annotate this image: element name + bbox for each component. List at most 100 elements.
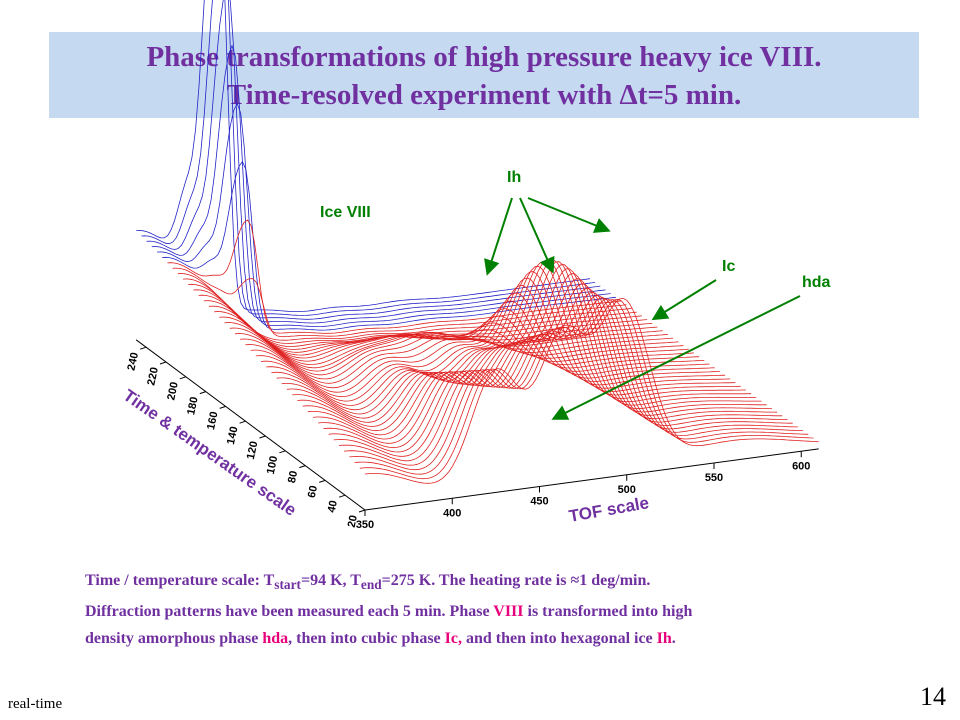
annotation-arrow bbox=[527, 197, 611, 233]
diffraction-trace bbox=[245, 308, 700, 384]
diffraction-trace bbox=[208, 305, 663, 359]
time-tick bbox=[299, 465, 306, 469]
tof-tick-label: 600 bbox=[792, 460, 810, 472]
diffraction-trace bbox=[266, 277, 720, 402]
diffraction-trace bbox=[302, 264, 757, 432]
diffraction-trace bbox=[328, 287, 783, 453]
phase-viii: VIII bbox=[493, 603, 524, 621]
time-tick bbox=[199, 391, 206, 395]
time-tick bbox=[179, 376, 187, 380]
diffraction-trace bbox=[344, 297, 798, 466]
diffraction-trace bbox=[318, 278, 772, 444]
tof-tick-label: 550 bbox=[705, 472, 723, 484]
tof-tick-label: 500 bbox=[618, 484, 636, 496]
time-tick-label: 240 bbox=[125, 351, 141, 371]
time-tick-label: 80 bbox=[286, 470, 300, 484]
waterfall-plot: 350 400 450 500 550 600 20 40 60 80 10012014016018… bbox=[120, 0, 831, 531]
time-tick bbox=[139, 346, 147, 350]
time-tick-label: 120 bbox=[245, 440, 261, 460]
caption-text: and then into hexagonal ice bbox=[461, 630, 657, 648]
annotation-label: Ic bbox=[722, 258, 735, 275]
diffraction-trace bbox=[229, 327, 684, 372]
diffraction-trace bbox=[286, 259, 741, 419]
diffraction-trace bbox=[307, 268, 762, 436]
caption-text: Diffraction patterns have been measured … bbox=[85, 603, 494, 621]
phase-ic: Ic, bbox=[444, 630, 462, 648]
time-tick bbox=[219, 405, 226, 409]
annotation-arrow bbox=[519, 197, 555, 274]
caption-text: , then into cubic phase bbox=[288, 630, 445, 648]
title-prefix: Time-resolved experiment with bbox=[226, 79, 620, 111]
diffraction-trace bbox=[198, 294, 653, 353]
time-tick bbox=[259, 435, 266, 439]
diffraction-trace bbox=[281, 262, 736, 415]
diffraction-trace bbox=[364, 297, 819, 484]
time-tick-label: 40 bbox=[326, 499, 340, 513]
time-tick-label: 180 bbox=[185, 396, 201, 416]
caption-text: . bbox=[671, 630, 676, 648]
time-tick bbox=[338, 494, 346, 498]
annotation-arrow bbox=[651, 279, 717, 321]
caption-sub-start: start bbox=[274, 577, 301, 593]
diffraction-trace bbox=[203, 300, 658, 356]
diffraction-trace bbox=[312, 273, 767, 440]
time-tick-label: 20 bbox=[346, 514, 360, 528]
diffraction-trace bbox=[156, 102, 611, 327]
diffraction-trace bbox=[224, 322, 679, 369]
tof-axis-title: TOF scale bbox=[567, 493, 650, 526]
tof-tick-label: 350 bbox=[356, 519, 374, 531]
caption-line-2: Diffraction patterns have been measured … bbox=[85, 598, 915, 625]
time-tick bbox=[319, 479, 326, 483]
time-tick-label: 60 bbox=[306, 485, 320, 499]
tof-tick-label: 450 bbox=[530, 496, 548, 508]
diffraction-trace bbox=[141, 0, 596, 316]
diffraction-trace bbox=[250, 300, 705, 389]
annotation-arrow bbox=[484, 197, 513, 276]
page-number: 14 bbox=[920, 682, 946, 711]
diffraction-trace bbox=[151, 44, 606, 324]
diffraction-trace bbox=[255, 292, 710, 393]
time-tick-label: 220 bbox=[145, 366, 161, 386]
diffraction-trace bbox=[136, 0, 590, 312]
delta-symbol: Δ bbox=[619, 79, 638, 111]
diffraction-trace bbox=[260, 284, 715, 398]
diffraction-trace bbox=[240, 315, 694, 380]
diffraction-trace bbox=[234, 322, 689, 376]
tof-tick-label: 400 bbox=[443, 507, 461, 519]
tof-axis-line bbox=[364, 448, 819, 511]
diffraction-trace bbox=[297, 261, 752, 427]
slide-title-line-2: Time-resolved experiment with Δt=5 min. bbox=[49, 76, 919, 114]
time-tick-label: 100 bbox=[265, 455, 281, 475]
time-tick-label: 160 bbox=[205, 411, 221, 431]
annotation-label: Ih bbox=[507, 169, 521, 186]
slide-title-line-1: Phase transformations of high pressure h… bbox=[146, 41, 822, 73]
caption-text: is transformed into high bbox=[523, 603, 693, 621]
phase-hda: hda bbox=[262, 630, 289, 648]
diffraction-trace bbox=[292, 259, 746, 423]
time-tick bbox=[159, 361, 167, 365]
annotation-arrow bbox=[551, 295, 801, 420]
diffraction-trace bbox=[333, 291, 788, 457]
time-tick-label: 200 bbox=[165, 381, 181, 401]
caption-line-1: Time / temperature scale: Tstart=94 K, T… bbox=[85, 567, 915, 598]
time-tick bbox=[358, 509, 366, 513]
annotation-group: Ice VIII Ih Ic hda bbox=[320, 169, 831, 420]
caption: Time / temperature scale: Tstart=94 K, T… bbox=[85, 567, 915, 652]
title-suffix: t=5 min. bbox=[637, 79, 742, 111]
caption-text: =275 K. The heating rate is ≈1 deg/min. bbox=[381, 572, 651, 589]
diffraction-trace bbox=[162, 160, 616, 331]
caption-sub-end: end bbox=[360, 577, 382, 593]
diffraction-trace bbox=[359, 298, 814, 480]
annotation-label: hda bbox=[802, 274, 831, 291]
time-tick bbox=[279, 450, 286, 454]
time-tick-label: 140 bbox=[225, 425, 241, 445]
phase-ih: Ih bbox=[656, 630, 672, 648]
caption-text: =94 K, T bbox=[300, 572, 361, 589]
diffraction-trace bbox=[338, 294, 793, 462]
caption-line-3: density amorphous phase hda, then into c… bbox=[85, 625, 915, 652]
axes-group: 350 400 450 500 550 600 20 40 60 80 10012014016018… bbox=[120, 339, 819, 531]
annotation-label: Ice VIII bbox=[320, 204, 371, 221]
caption-text: density amorphous phase bbox=[85, 630, 263, 648]
diffraction-trace bbox=[219, 316, 674, 365]
footer-label: real-time bbox=[8, 696, 63, 712]
